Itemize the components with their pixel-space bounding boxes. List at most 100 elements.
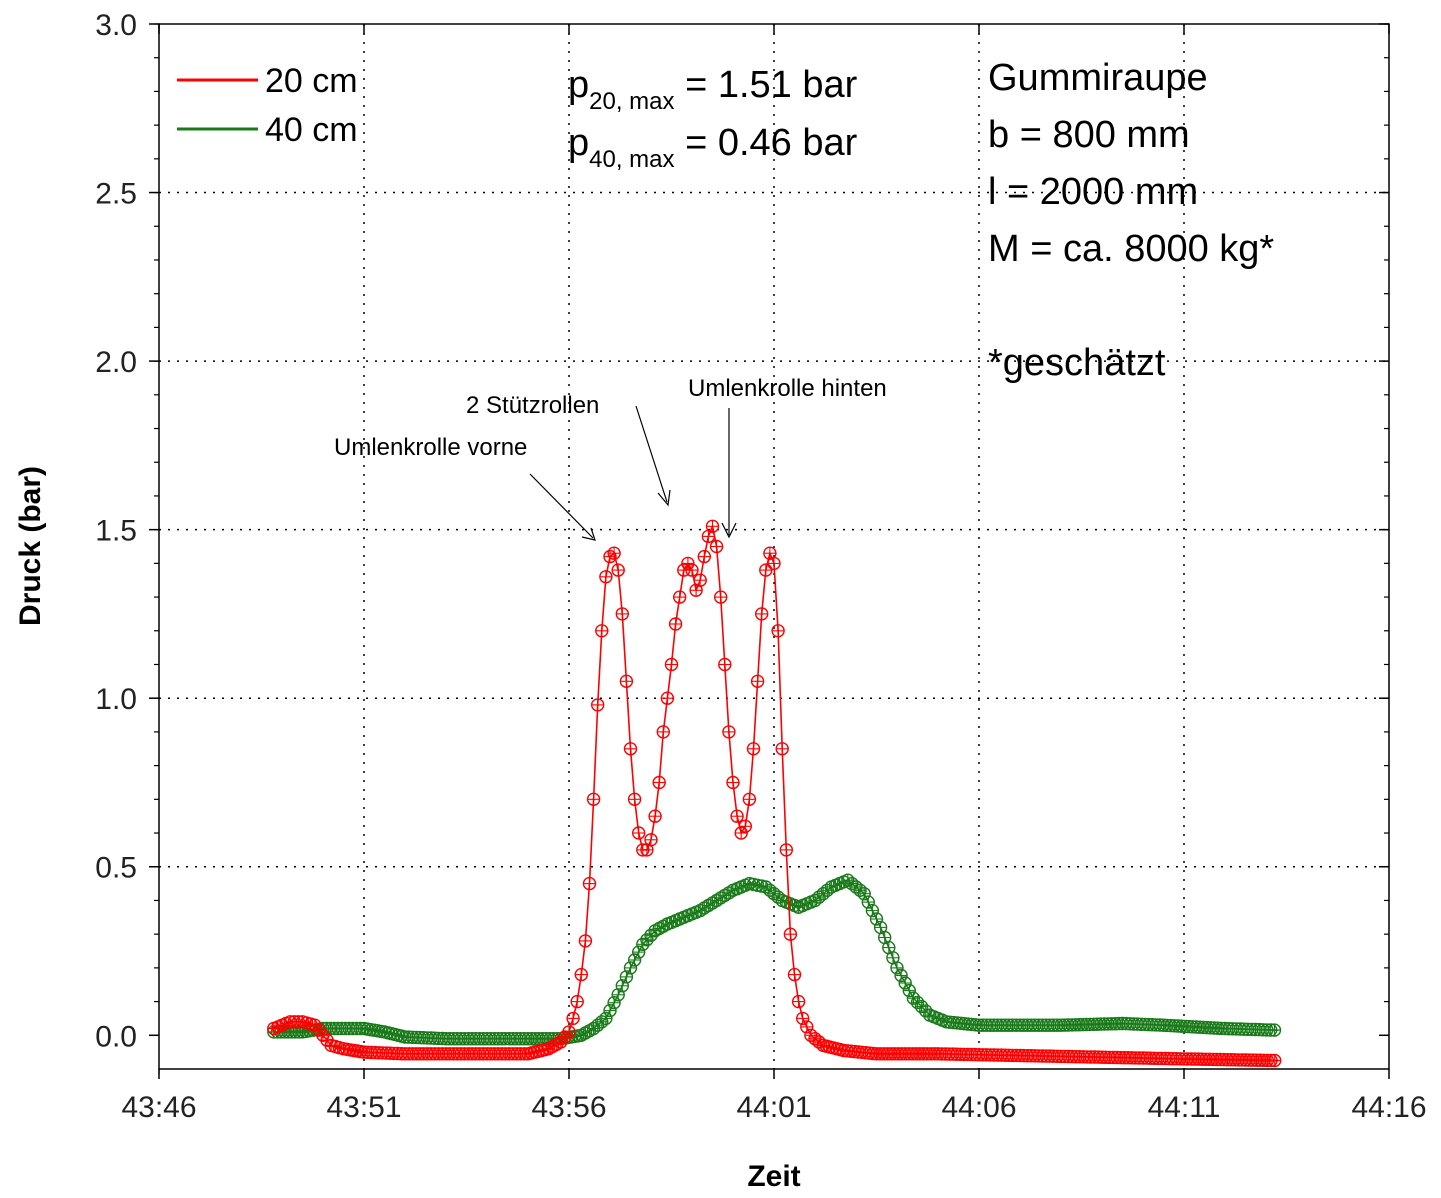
y-tick-label: 0.0 [95,1020,137,1053]
data-point-20cm [570,994,584,1009]
p40-symbol: p [568,122,589,164]
y-axis-title: Druck (bar) [14,466,47,626]
data-point-20cm [586,792,601,806]
info-line-1: Gummiraupe [988,57,1208,99]
series-20cm [267,519,1282,1068]
data-point-40cm [894,968,908,983]
p40-value: = 0.46 bar [675,122,858,164]
series-40cm [267,873,1282,1046]
data-point-20cm [619,674,634,688]
data-point-20cm [664,657,679,672]
data-point-20cm [718,657,732,672]
data-point-20cm [746,742,761,756]
data-point-20cm [685,563,699,577]
data-point-20cm [787,967,802,982]
data-point-20cm [652,775,666,790]
data-point-20cm [759,563,773,577]
info-box: Gummiraupe b = 800 mm l = 2000 mm M = ca… [988,57,1274,384]
x-axis-title: Zeit [747,1160,800,1193]
p20-symbol: p [568,64,589,106]
data-point-20cm [697,549,711,564]
arrow-2-stuetzrollen [635,405,668,503]
data-point-20cm [673,590,687,604]
p20-subscript: 20, max [589,88,674,115]
legend-label-40cm: 40 cm [265,111,358,149]
data-point-20cm [726,775,740,790]
data-point-20cm [623,742,638,756]
data-point-20cm [755,607,769,621]
arrowhead-umlenkrolle-hinten [721,522,737,539]
info-footnote: *geschätzt [988,342,1166,384]
data-point-20cm [738,819,752,833]
data-point-20cm [783,927,798,941]
x-tick-label: 44:16 [1351,1091,1426,1124]
data-point-20cm [632,826,646,840]
data-point-20cm [582,876,597,891]
data-point-20cm [714,590,728,604]
x-tick-label: 43:46 [121,1091,196,1124]
data-point-20cm [705,519,720,533]
data-point-20cm [722,725,736,739]
x-tick-label: 43:51 [326,1091,401,1124]
data-point-20cm [1267,1053,1282,1068]
x-tick-label: 44:06 [941,1091,1016,1124]
data-point-20cm [660,691,675,705]
data-point-20cm [566,1011,580,1026]
data-point-20cm [668,617,683,631]
data-point-20cm [656,725,670,739]
y-tick-label: 2.5 [95,178,137,211]
data-point-20cm [734,826,748,840]
p20-value: = 1.51 bar [675,64,858,106]
data-point-20cm [750,674,765,688]
y-tick-label: 2.0 [95,346,137,379]
data-point-20cm [595,624,609,638]
data-point-20cm [779,843,793,857]
data-point-20cm [693,573,707,587]
data-point-40cm [627,953,642,967]
series-layer [267,519,1282,1068]
data-point-20cm [771,624,785,638]
data-point-20cm [599,570,613,584]
info-line-4: M = ca. 8000 kg* [988,228,1274,270]
p20-max-annotation: p20, max = 1.51 bar [568,64,858,115]
legend: 20 cm 40 cm [177,62,358,149]
peak-annotations: Umlenkrolle vorne 2 Stützrollen Umlenkro… [334,375,887,541]
data-point-20cm [578,934,593,948]
label-2-stuetzrollen: 2 Stützrollen [466,392,599,419]
y-tick-label: 1.5 [95,515,137,548]
y-tick-label: 1.0 [95,683,137,716]
data-point-40cm [1267,1023,1282,1037]
x-tick-label: 43:56 [531,1091,606,1124]
grid-lines [159,24,1389,1069]
data-point-20cm [767,556,781,571]
p40-subscript: 40, max [589,146,674,173]
y-tick-label: 0.5 [95,852,137,885]
axis-ticks: 43:46 43:51 43:56 44:01 44:06 44:11 44:16 0.0 0.… [95,9,1426,1124]
data-point-20cm [611,563,625,577]
arrowhead-2-stuetzrollen [657,489,671,507]
legend-label-20cm: 20 cm [265,62,358,100]
data-point-20cm [709,539,724,554]
x-tick-label: 44:01 [736,1091,811,1124]
data-point-20cm [607,546,621,560]
info-line-2: b = 800 mm [988,114,1190,156]
data-point-20cm [681,556,695,571]
p40-max-annotation: p40, max = 0.46 bar [568,122,858,173]
data-point-20cm [615,607,629,621]
data-point-20cm [648,809,662,823]
x-tick-label: 44:11 [1148,1091,1221,1124]
info-line-3: l = 2000 mm [988,171,1198,213]
data-point-20cm [644,833,658,847]
label-umlenkrolle-hinten: Umlenkrolle hinten [688,375,887,402]
data-point-20cm [591,698,605,712]
y-tick-label: 3.0 [95,9,137,42]
data-point-20cm [775,742,789,756]
arrow-umlenkrolle-vorne [529,473,594,539]
data-point-20cm [627,792,642,806]
data-point-20cm [791,994,806,1009]
data-point-20cm [574,967,588,982]
data-point-20cm [742,792,757,806]
label-umlenkrolle-vorne: Umlenkrolle vorne [334,434,527,461]
